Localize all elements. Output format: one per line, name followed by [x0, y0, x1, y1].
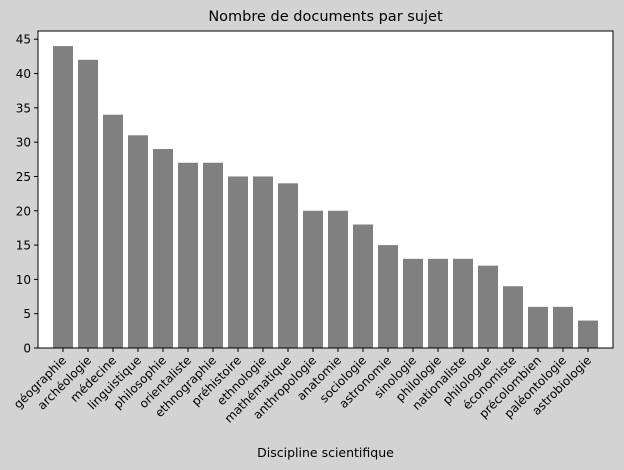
y-tick-label: 25	[16, 170, 31, 184]
plot-frame	[37, 30, 614, 349]
y-tick-label: 45	[16, 33, 31, 47]
bar-5	[178, 162, 198, 348]
bar-19	[528, 306, 548, 348]
bar-21	[578, 320, 598, 348]
y-tick-label: 30	[16, 136, 31, 150]
plot-area	[38, 31, 613, 348]
bar-3	[128, 135, 148, 348]
bar-18	[503, 286, 523, 348]
bar-7	[228, 176, 248, 348]
y-tick-label: 15	[16, 239, 31, 253]
y-tick-label: 20	[16, 204, 31, 218]
bar-20	[553, 306, 573, 348]
y-tick-label: 40	[16, 67, 31, 81]
bar-9	[278, 183, 298, 348]
bar-1	[78, 59, 98, 349]
bar-8	[253, 176, 273, 348]
bar-4	[153, 149, 173, 348]
y-tick-label: 0	[23, 342, 31, 356]
bar-14	[403, 258, 423, 348]
bars-group	[53, 46, 598, 349]
x-axis-title: Discipline scientifique	[257, 445, 394, 460]
y-tick-label: 5	[23, 307, 31, 321]
bar-12	[353, 224, 373, 348]
bar-0	[53, 46, 73, 348]
bar-17	[478, 265, 498, 348]
bar-15	[428, 258, 448, 348]
y-axis: 0 5 10 15 20 25 30 35 40 45	[16, 33, 38, 356]
bar-2	[103, 114, 123, 348]
y-tick-label: 35	[16, 101, 31, 115]
bar-11	[328, 210, 348, 348]
y-tick-label: 10	[16, 273, 31, 287]
bar-10	[303, 210, 323, 348]
bar-16	[453, 258, 473, 348]
bar-6	[203, 162, 223, 348]
chart-title: Nombre de documents par sujet	[208, 9, 443, 25]
x-axis: géographiearchéologiemédecinelinguistiqu…	[11, 348, 594, 426]
bar-13	[378, 245, 398, 348]
